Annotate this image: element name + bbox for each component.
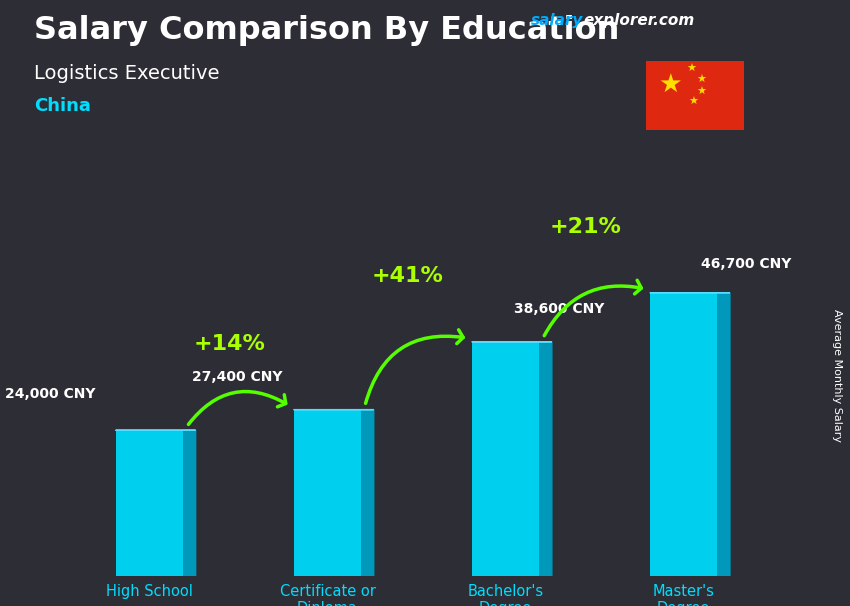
Text: +21%: +21% bbox=[550, 217, 621, 238]
Text: Salary Comparison By Education: Salary Comparison By Education bbox=[34, 15, 620, 46]
Text: 24,000 CNY: 24,000 CNY bbox=[5, 387, 96, 401]
Text: ★: ★ bbox=[659, 72, 683, 98]
Text: 46,700 CNY: 46,700 CNY bbox=[701, 257, 792, 271]
Text: ★: ★ bbox=[696, 87, 706, 97]
Text: +41%: +41% bbox=[371, 266, 444, 287]
Text: 27,400 CNY: 27,400 CNY bbox=[192, 370, 283, 384]
Polygon shape bbox=[361, 410, 374, 576]
Text: salary: salary bbox=[531, 13, 584, 28]
Text: explorer.com: explorer.com bbox=[584, 13, 695, 28]
Text: Logistics Executive: Logistics Executive bbox=[34, 64, 219, 82]
Text: Average Monthly Salary: Average Monthly Salary bbox=[832, 309, 842, 442]
Polygon shape bbox=[540, 342, 552, 576]
Polygon shape bbox=[717, 293, 730, 576]
Bar bbox=[116, 430, 184, 576]
Bar bbox=[472, 342, 540, 576]
Text: ★: ★ bbox=[688, 98, 698, 107]
Text: ★: ★ bbox=[687, 64, 697, 75]
Text: 38,600 CNY: 38,600 CNY bbox=[514, 302, 605, 316]
Text: ★: ★ bbox=[696, 75, 706, 85]
Bar bbox=[293, 410, 361, 576]
Polygon shape bbox=[184, 430, 196, 576]
Text: +14%: +14% bbox=[194, 334, 265, 355]
Text: China: China bbox=[34, 97, 91, 115]
Bar bbox=[649, 293, 717, 576]
